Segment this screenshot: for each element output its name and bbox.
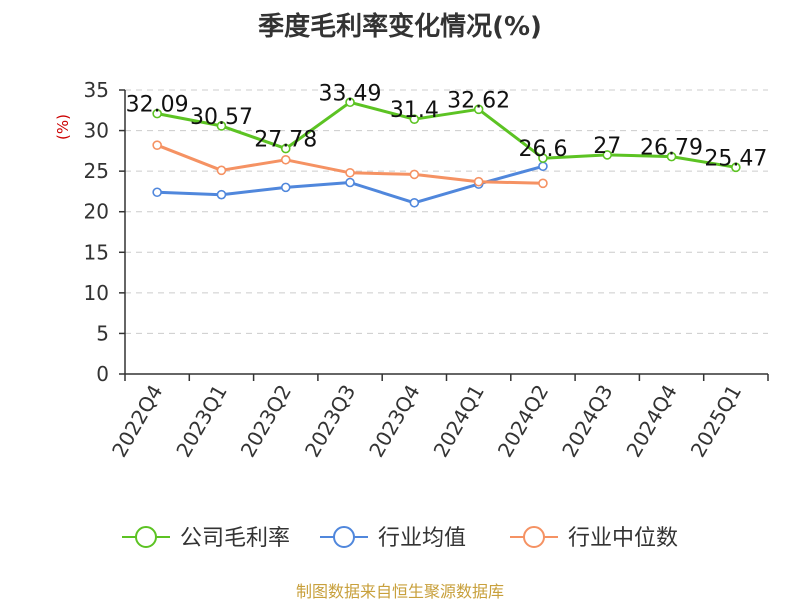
data-point: [280, 143, 291, 154]
data-point: [152, 108, 162, 119]
x-tick-label: 2023Q1: [171, 381, 231, 462]
chart-source: 制图数据来自恒生聚源数据库: [295, 582, 504, 601]
y-tick-label: 10: [84, 281, 109, 305]
legend-marker: [135, 526, 157, 548]
data-point: [345, 97, 355, 108]
data-point: [280, 182, 291, 193]
y-tick-label: 15: [84, 240, 109, 264]
data-label: 32.62: [447, 88, 510, 113]
y-tick-label: 30: [84, 119, 109, 143]
series-line: [156, 143, 544, 185]
x-tick-label: 2024Q4: [621, 381, 681, 462]
chart-title: 季度毛利率变化情况(%): [258, 12, 542, 42]
legend-marker: [523, 526, 545, 548]
data-point: [216, 165, 227, 176]
y-tick-label: 35: [84, 78, 109, 102]
data-label: 27.78: [254, 128, 317, 153]
legend-marker: [333, 526, 355, 548]
data-point: [280, 154, 291, 165]
data-point: [409, 114, 420, 125]
x-tick-label: 2023Q4: [364, 381, 424, 462]
legend-label: 公司毛利率: [180, 526, 290, 551]
x-tick-label: 2023Q3: [300, 381, 360, 462]
data-point: [409, 169, 420, 180]
data-point: [666, 151, 677, 162]
x-tick-label: 2024Q3: [557, 381, 617, 462]
x-tick-label: 2022Q4: [107, 381, 167, 462]
data-label: 31.4: [390, 98, 439, 123]
data-point: [345, 167, 355, 178]
y-tick-label: 0: [96, 362, 109, 386]
data-point: [538, 178, 548, 189]
data-point: [602, 150, 613, 160]
y-tick-label: 5: [96, 321, 109, 345]
data-label: 25.47: [704, 146, 767, 171]
series-line: [156, 100, 737, 169]
y-tick-label: 20: [84, 200, 109, 224]
data-label: 27: [593, 134, 621, 159]
x-tick-label: 2023Q2: [236, 381, 296, 462]
data-point: [473, 176, 484, 187]
legend-label: 行业均值: [378, 526, 466, 551]
data-label: 30.57: [190, 105, 253, 130]
data-label: 32.09: [126, 93, 189, 118]
x-tick-label: 2024Q2: [493, 381, 553, 462]
y-tick-label: 25: [84, 159, 109, 183]
y-axis-label: (%): [54, 114, 72, 140]
data-label: 33.49: [319, 81, 382, 106]
data-point: [731, 162, 741, 173]
legend-label: 行业中位数: [568, 526, 678, 551]
data-point: [538, 153, 548, 163]
data-point: [345, 177, 355, 188]
data-point: [216, 189, 227, 200]
data-point: [152, 187, 162, 198]
data-label: 26.79: [640, 136, 703, 161]
data-point: [152, 140, 162, 150]
data-point: [538, 161, 548, 172]
data-point: [409, 197, 420, 208]
data-label: 26.6: [518, 137, 567, 162]
x-tick-label: 2024Q1: [429, 381, 489, 462]
data-point: [473, 104, 484, 115]
x-tick-label: 2025Q1: [686, 381, 746, 462]
data-point: [216, 121, 227, 131]
